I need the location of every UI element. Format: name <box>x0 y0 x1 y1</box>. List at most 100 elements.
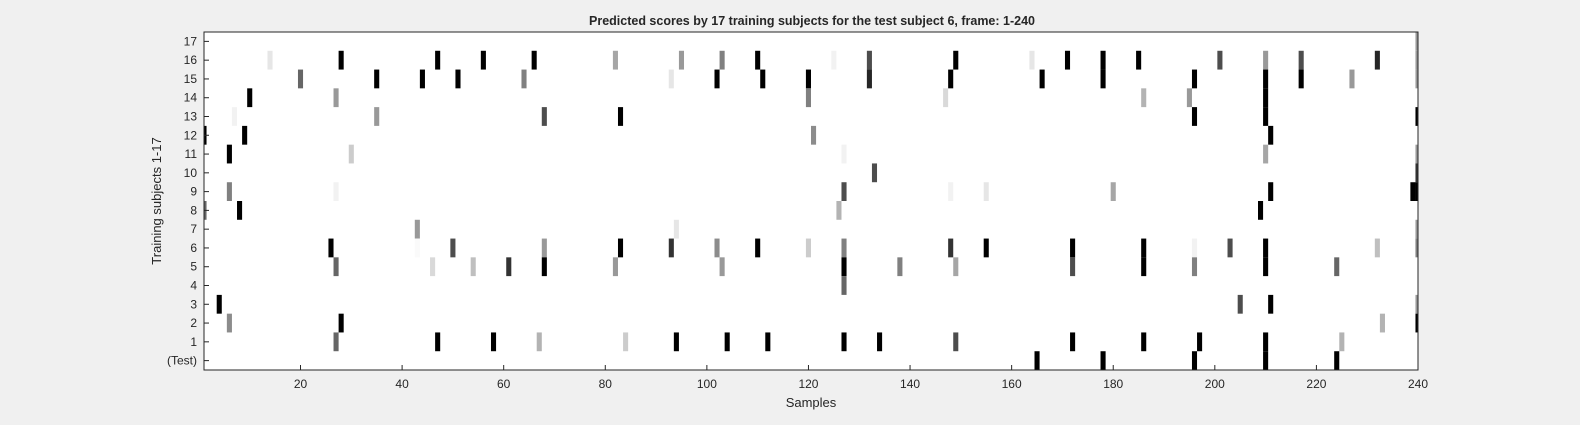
heatmap-cell <box>1415 69 1418 89</box>
heatmap-cell <box>1415 182 1418 201</box>
heatmap-cell <box>1263 69 1269 89</box>
heatmap-cell <box>1070 332 1076 352</box>
y-tick-label: 16 <box>184 53 198 67</box>
y-tick-label: 11 <box>185 147 198 161</box>
heatmap-cell <box>765 332 771 352</box>
x-tick-label: 160 <box>1002 377 1022 391</box>
x-tick-label: 60 <box>497 377 511 391</box>
heatmap-cell <box>1415 294 1418 314</box>
heatmap-cells <box>204 32 1418 370</box>
heatmap-cell <box>948 182 954 201</box>
heatmap-cell <box>374 69 380 89</box>
heatmap-cell <box>242 125 248 145</box>
heatmap-cell <box>1334 351 1340 370</box>
heatmap-cell <box>333 182 339 201</box>
heatmap-cell <box>333 332 339 352</box>
heatmap-cell <box>1227 238 1233 258</box>
y-tick-label: 4 <box>190 279 197 293</box>
heatmap-cell <box>1191 257 1198 277</box>
heatmap-cell <box>490 332 497 352</box>
y-axis-label: Training subjects 1-17 <box>149 137 164 264</box>
heatmap-cell <box>435 50 441 70</box>
y-axis: 17 16 15 14 13 12 11 10 9 8 7 6 5 4 3 2 1 (Test) <box>167 34 209 368</box>
heatmap-cell <box>506 257 512 277</box>
heatmap-cell <box>521 69 527 89</box>
heatmap-cell <box>983 182 989 201</box>
y-tick-label: 6 <box>190 241 197 255</box>
heatmap-cell <box>1100 351 1106 370</box>
x-tick-label: 140 <box>900 377 920 391</box>
y-tick-label: 2 <box>190 316 197 330</box>
heatmap-cell <box>805 238 811 258</box>
heatmap-cell <box>348 144 354 164</box>
heatmap-cell <box>1339 332 1345 352</box>
heatmap-cell <box>724 332 730 352</box>
heatmap-cell <box>673 332 679 352</box>
heatmap-cell <box>1110 182 1116 201</box>
heatmap-cell <box>541 257 547 277</box>
heatmap-cell <box>953 50 959 70</box>
heatmap-cell <box>1070 238 1076 258</box>
heatmap-cell <box>1263 144 1269 164</box>
heatmap-cell <box>1070 257 1076 277</box>
heatmap-cell <box>612 257 618 277</box>
heatmap-cell <box>216 294 222 314</box>
heatmap-cell <box>333 257 339 277</box>
heatmap-cell <box>237 201 243 220</box>
heatmap-cell <box>1034 351 1040 370</box>
x-axis-label: Samples <box>786 395 837 410</box>
heatmap-cell <box>374 107 380 126</box>
heatmap-cell <box>1374 50 1380 70</box>
heatmap-cell <box>755 238 761 258</box>
heatmap-cell <box>755 50 761 70</box>
heatmap-cell <box>1136 50 1142 70</box>
heatmap-cell <box>1415 219 1418 239</box>
x-tick-label: 100 <box>697 377 717 391</box>
heatmap-cell <box>612 50 618 70</box>
x-axis: 20 40 60 80 100 120 140 160 180 200 220 240 <box>294 365 1428 391</box>
heatmap-cell <box>714 238 720 258</box>
heatmap-cell <box>450 238 456 258</box>
y-tick-label: 10 <box>184 166 198 180</box>
heatmap-cell <box>668 238 674 258</box>
heatmap-cell <box>1298 50 1304 70</box>
heatmap-cell <box>836 201 842 220</box>
y-tick-label: 12 <box>184 128 198 142</box>
x-tick-label: 40 <box>395 377 409 391</box>
heatmap-cell <box>1415 50 1418 70</box>
x-tick-label: 240 <box>1408 377 1428 391</box>
heatmap-cell <box>1217 50 1223 70</box>
heatmap-cell <box>1191 69 1198 89</box>
heatmap-cell <box>983 238 989 258</box>
heatmap-cell <box>328 238 334 258</box>
heatmap-cell <box>953 332 959 352</box>
heatmap-cell <box>541 238 547 258</box>
heatmap-cell <box>1415 32 1418 51</box>
heatmap-cell <box>536 332 542 352</box>
heatmap-cell <box>414 238 420 258</box>
heatmap-cell <box>953 257 959 277</box>
y-tick-label: 17 <box>184 34 198 48</box>
heatmap-cell <box>1191 238 1198 258</box>
heatmap-cell <box>531 50 537 70</box>
heatmap-cell <box>1268 294 1274 314</box>
heatmap-cell <box>1379 313 1385 333</box>
heatmap-cell <box>831 50 837 70</box>
heatmap-cell <box>480 50 486 70</box>
heatmap-cell <box>1415 313 1418 333</box>
heatmap-cell <box>897 257 903 277</box>
heatmap-cell <box>719 50 725 70</box>
y-tick-label: (Test) <box>167 354 197 368</box>
y-tick-label: 8 <box>190 203 197 217</box>
heatmap-cell <box>247 88 253 108</box>
y-tick-label: 1 <box>190 335 197 349</box>
heatmap-cell <box>943 88 949 108</box>
chart-title: Predicted scores by 17 training subjects… <box>589 14 1035 28</box>
heatmap-cell <box>841 144 847 164</box>
heatmap-cell <box>811 125 817 145</box>
heatmap-cell <box>871 163 878 183</box>
y-tick-label: 15 <box>184 72 198 86</box>
heatmap-cell <box>805 69 811 89</box>
heatmap-cell <box>1415 107 1418 126</box>
